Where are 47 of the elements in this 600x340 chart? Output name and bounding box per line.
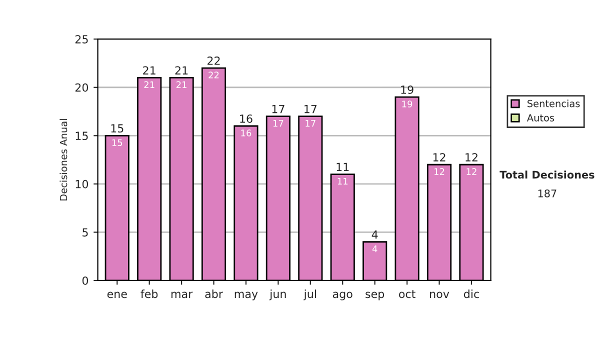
x-tick-label: oct [399,290,416,298]
data-label: 19 [402,100,412,108]
data-label: 22 [208,72,219,78]
x-tick-label: ene [107,292,127,298]
y-tick-label: 5 [82,228,88,237]
total-label: 21 [143,66,156,74]
total-label: 22 [208,56,220,65]
total-label: 11 [336,162,349,172]
total-label: 19 [401,86,414,94]
data-label: 12 [434,168,444,175]
total-label: 16 [240,114,252,123]
y-tick-label: 0 [82,276,88,285]
total-label: 12 [433,153,446,162]
total-label: 15 [111,124,124,133]
x-tick-label: sep [366,292,384,300]
data-label: 15 [112,139,122,146]
data-label: 12 [466,168,476,175]
y-tick-label: 20 [75,83,88,92]
legend-label: Sentencias [528,100,580,108]
total-label: 4 [372,230,378,239]
x-tick-label: jun [269,290,286,300]
x-tick-label: jul [304,290,316,300]
data-label: 21 [144,81,154,88]
total-label: 17 [272,104,284,114]
x-tick-label: dic [464,290,479,298]
total-label: 17 [304,104,317,114]
legend-label: Autos [526,114,554,122]
x-tick-label: mar [171,292,193,298]
text: Total Decisiones [500,170,594,179]
data-label: 11 [338,178,348,185]
y-axis-title: Decisiones Anual [60,119,68,200]
y-tick-label: 15 [76,132,88,140]
y-tick-label: 10 [76,180,88,188]
x-tick-label: may [234,292,258,300]
data-label: 17 [306,120,316,127]
x-tick-label: nov [430,292,450,298]
total-label: 21 [175,66,188,74]
data-label: 17 [273,120,284,127]
data-label: 21 [176,81,186,88]
x-tick-label: ago [332,292,352,300]
y-tick-label: 25 [75,35,88,44]
text: 187 [538,189,556,198]
x-tick-label: abr [205,290,223,298]
x-tick-label: feb [140,290,158,298]
data-label: 4 [372,246,378,252]
total-label: 12 [466,153,478,162]
data-label: 16 [241,130,252,136]
